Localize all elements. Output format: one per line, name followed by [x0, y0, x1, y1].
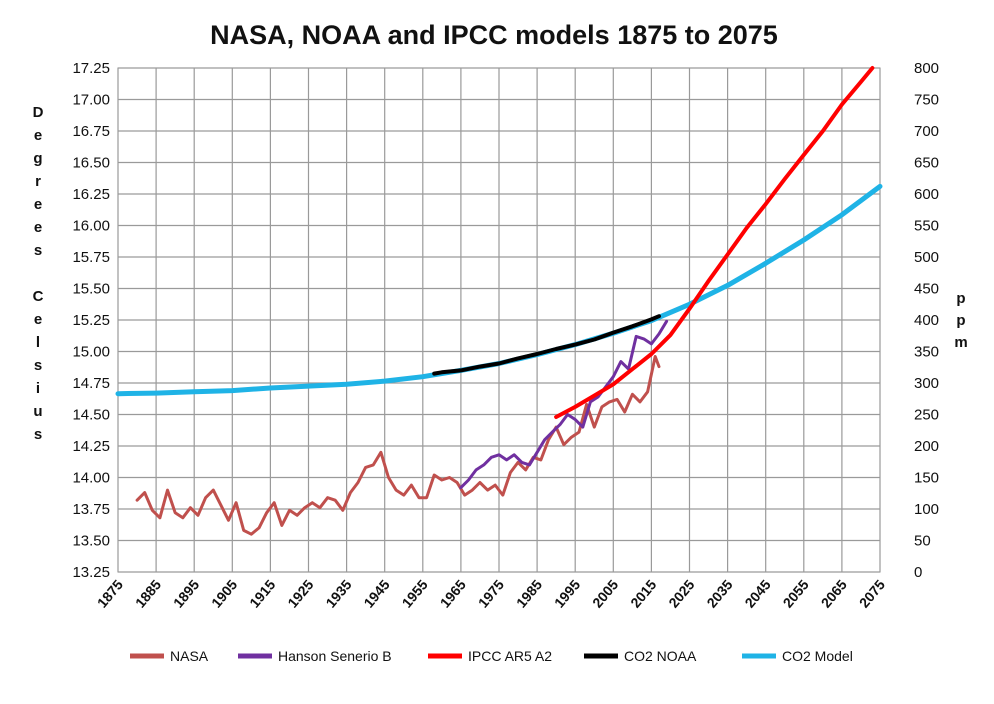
x-tick-label: 2065: [818, 576, 850, 610]
x-tick-label: 1945: [360, 576, 392, 610]
legend-item: CO2 Model: [742, 648, 853, 664]
chart-title: NASA, NOAA and IPCC models 1875 to 2075: [210, 20, 778, 50]
y-right-tick-label: 250: [914, 407, 939, 424]
x-tick-label: 1955: [399, 576, 431, 610]
y-right-tick-label: 550: [914, 218, 939, 235]
y-left-tick-label: 16.25: [72, 186, 110, 203]
x-tick-label: 1915: [246, 576, 278, 610]
legend-label: IPCC AR5 A2: [468, 648, 552, 664]
y-left-label-letter: g: [33, 150, 42, 167]
left-axis-ticks: 13.25 13.50 13.75 14.00 14.25 14.50 14.75 15.00…: [72, 60, 110, 581]
y-left-label-letter: e: [34, 311, 42, 328]
legend-item: IPCC AR5 A2: [428, 648, 552, 664]
series-line-hanson-senerio-b: [459, 319, 669, 490]
x-axis-ticks: 1875 1885 1895 1905 1915 1925 1935 1945 1955 1965…: [94, 576, 888, 610]
y-left-tick-label: 15.50: [72, 281, 110, 298]
x-tick-label: 1985: [513, 576, 545, 610]
x-tick-label: 1935: [322, 576, 354, 610]
series-layer: [115, 66, 883, 536]
x-tick-label: 2035: [703, 576, 735, 610]
series-line-nasa: [135, 355, 661, 536]
legend-item: CO2 NOAA: [584, 648, 697, 664]
y-left-label-letter: l: [36, 334, 40, 351]
x-tick-label: 1995: [551, 576, 583, 610]
y-right-tick-label: 350: [914, 344, 939, 361]
y-left-label-letter: C: [33, 288, 44, 305]
y-left-tick-label: 14.75: [72, 375, 110, 392]
y-right-tick-label: 700: [914, 123, 939, 140]
series-line-ipcc-ar5-a2: [554, 66, 875, 419]
x-tick-label: 1875: [94, 576, 126, 610]
x-tick-label: 2015: [627, 576, 659, 610]
x-tick-label: 1965: [437, 576, 469, 610]
legend-label: Hanson Senerio B: [278, 648, 392, 664]
y-right-tick-label: 400: [914, 312, 939, 329]
y-left-tick-label: 14.25: [72, 438, 110, 455]
y-right-tick-label: 600: [914, 186, 939, 203]
y-left-tick-label: 17.00: [72, 92, 110, 109]
series-line-co2-noaa: [432, 314, 661, 376]
y-right-tick-label: 500: [914, 249, 939, 266]
y-right-tick-label: 0: [914, 564, 922, 581]
y-right-tick-label: 650: [914, 155, 939, 172]
y-left-label-letter: s: [34, 426, 42, 443]
y-left-label-letter: r: [35, 173, 41, 190]
y-left-tick-label: 13.25: [72, 564, 110, 581]
y-right-tick-label: 750: [914, 92, 939, 109]
y-right-tick-label: 450: [914, 281, 939, 298]
right-axis-ticks: 0 50 100 150 200 250 300 350 400 450 500 550 600 650 7…: [914, 60, 939, 581]
x-tick-label: 1905: [208, 576, 240, 610]
y-left-label-letter: e: [34, 127, 42, 144]
x-tick-label: 1925: [284, 576, 316, 610]
y-left-label-letter: D: [33, 104, 44, 121]
grid: [117, 67, 881, 573]
y-right-tick-label: 300: [914, 375, 939, 392]
x-tick-label: 2005: [589, 576, 621, 610]
legend: NASA Hanson Senerio B IPCC AR5 A2 CO2 NOAA C…: [130, 648, 853, 664]
y-right-label-letter: m: [954, 334, 967, 351]
y-left-tick-label: 16.00: [72, 218, 110, 235]
y-right-label-letter: p: [956, 312, 965, 329]
legend-item: NASA: [130, 648, 209, 664]
y-left-tick-label: 13.50: [72, 533, 110, 550]
legend-label: CO2 Model: [782, 648, 853, 664]
y-left-label-letter: s: [34, 357, 42, 374]
x-tick-label: 2075: [856, 576, 888, 610]
y-right-tick-label: 50: [914, 533, 931, 550]
x-tick-label: 1885: [132, 576, 164, 610]
y-left-tick-label: 15.25: [72, 312, 110, 329]
x-tick-label: 1975: [475, 576, 507, 610]
y-left-label-letter: s: [34, 242, 42, 259]
y-left-tick-label: 16.75: [72, 123, 110, 140]
y-left-tick-label: 13.75: [72, 501, 110, 518]
y-left-tick-label: 15.00: [72, 344, 110, 361]
y-right-tick-label: 150: [914, 470, 939, 487]
y-left-label-letter: e: [34, 219, 42, 236]
x-tick-label: 1895: [170, 576, 202, 610]
y-left-tick-label: 15.75: [72, 249, 110, 266]
y-left-label-letter: e: [34, 196, 42, 213]
y-left-label-letter: u: [33, 403, 42, 420]
y-left-label-letter: i: [36, 380, 40, 397]
right-axis-label: ppm: [954, 290, 967, 351]
legend-item: Hanson Senerio B: [238, 648, 392, 664]
legend-label: NASA: [170, 648, 209, 664]
y-right-tick-label: 800: [914, 60, 939, 77]
y-left-tick-label: 17.25: [72, 60, 110, 77]
x-tick-label: 2025: [665, 576, 697, 610]
y-left-tick-label: 14.00: [72, 470, 110, 487]
legend-label: CO2 NOAA: [624, 648, 697, 664]
x-tick-label: 2055: [780, 576, 812, 610]
y-left-tick-label: 14.50: [72, 407, 110, 424]
x-tick-label: 2045: [741, 576, 773, 610]
y-right-tick-label: 200: [914, 438, 939, 455]
y-right-label-letter: p: [956, 290, 965, 307]
y-left-tick-label: 16.50: [72, 155, 110, 172]
y-right-tick-label: 100: [914, 501, 939, 518]
